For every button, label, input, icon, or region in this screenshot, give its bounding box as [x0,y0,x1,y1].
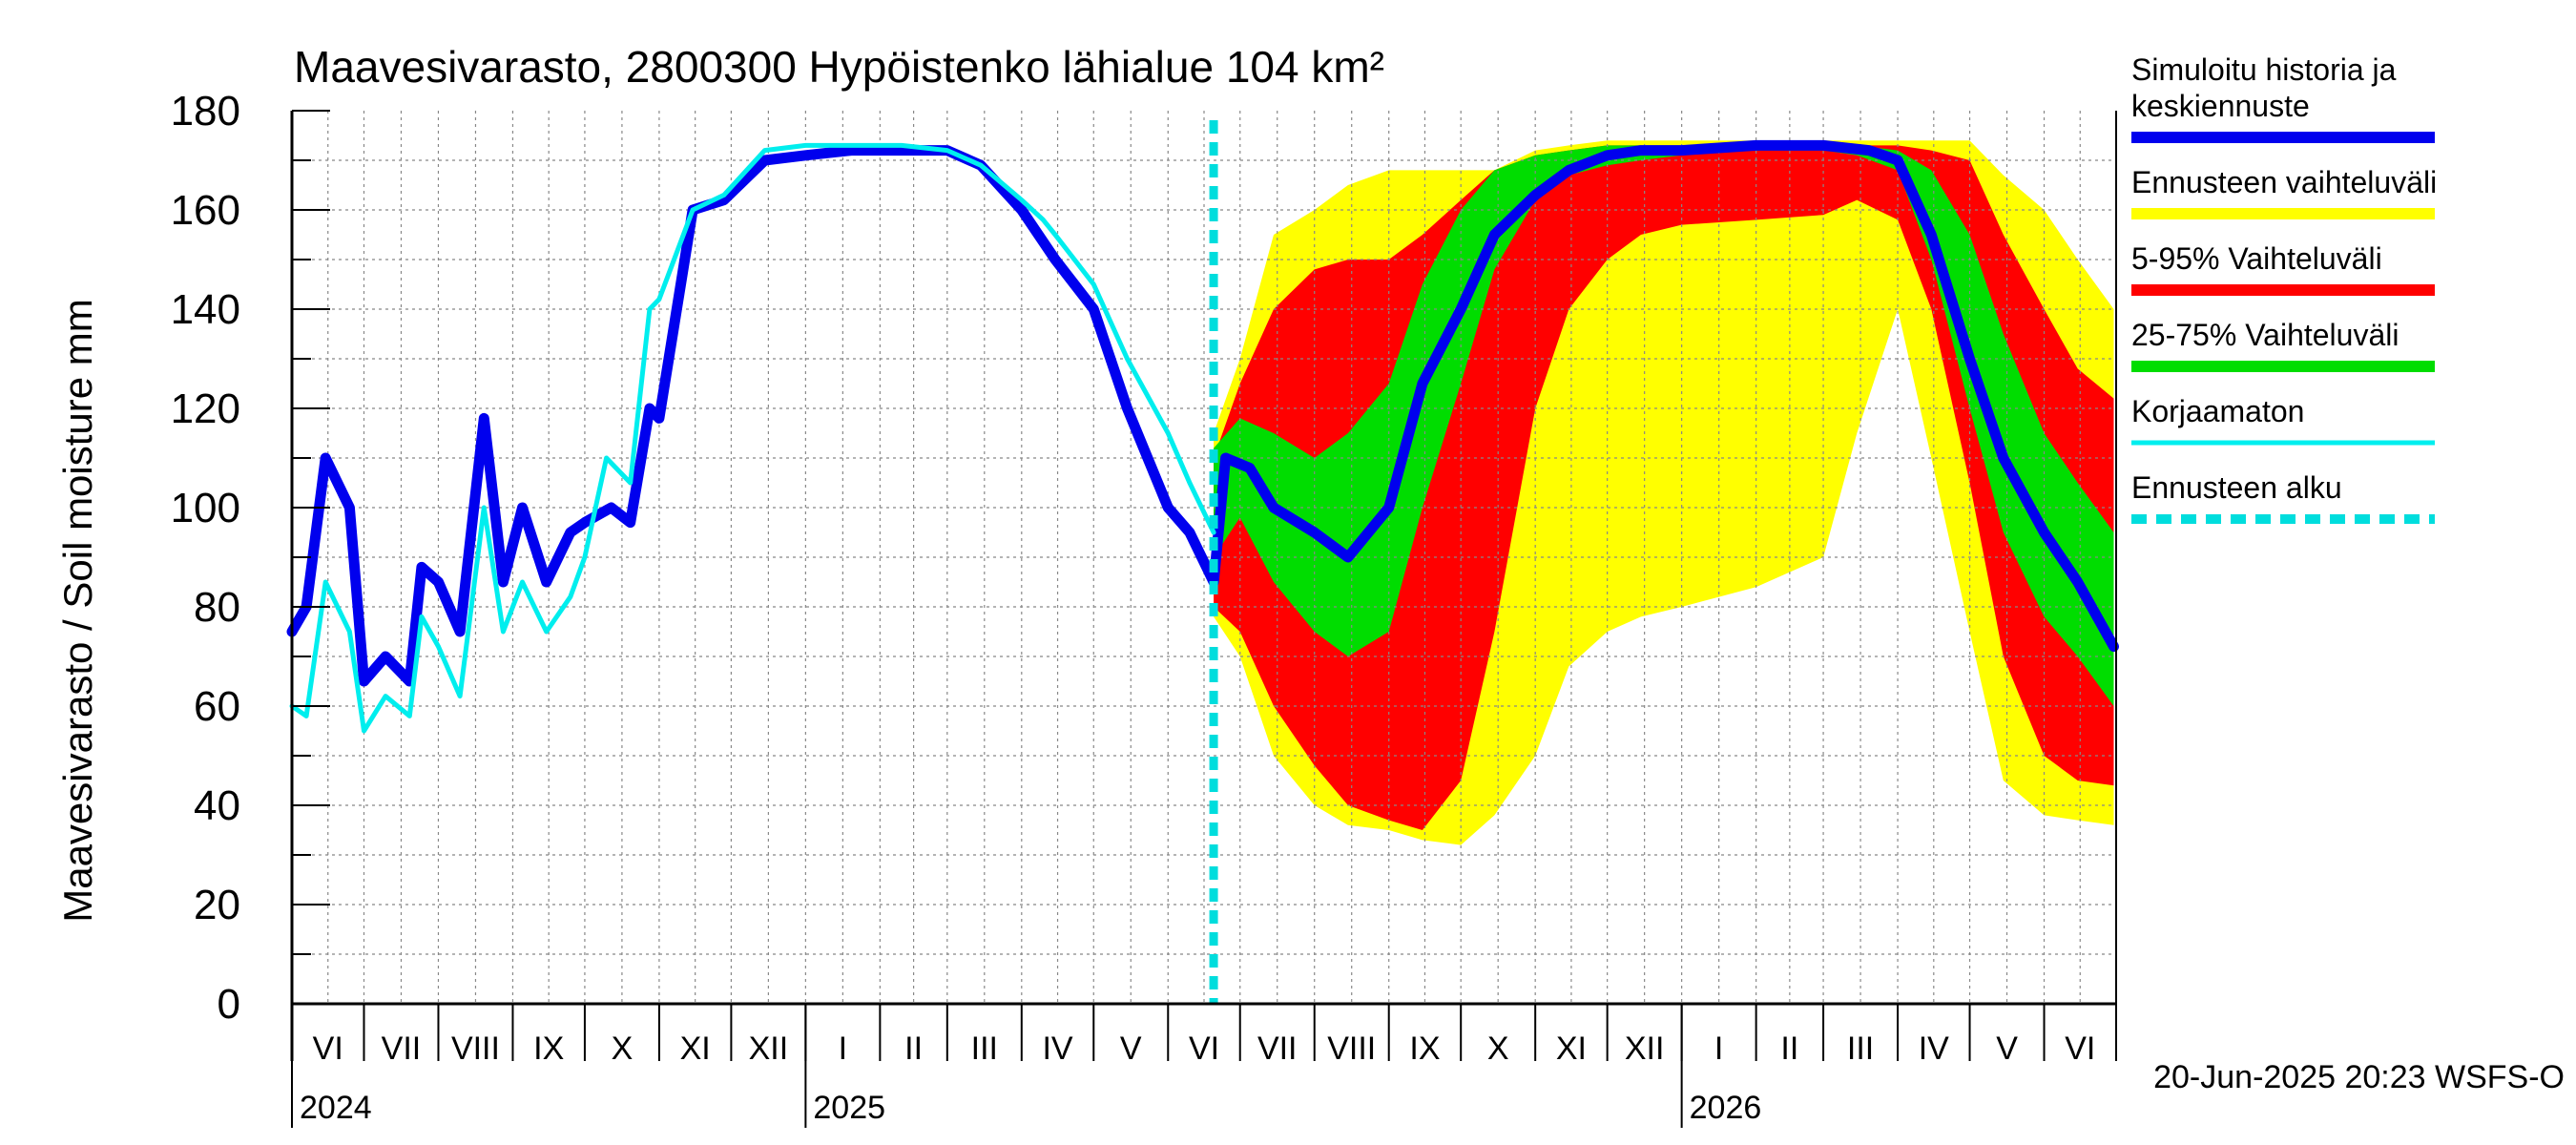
month-label: XII [749,1030,789,1067]
year-label: 2026 [1690,1090,1762,1126]
grid [292,111,2116,1004]
chart-title: Maavesivarasto, 2800300 Hypöistenko lähi… [294,42,1384,92]
legend-item: 5-95% Vaihteluväli [2131,241,2435,296]
y-tick-label: 0 [218,981,240,1028]
month-label: IX [533,1030,564,1067]
month-label: VI [313,1030,343,1067]
legend-label: Ennusteen alku [2131,470,2342,505]
legend-label: keskiennuste [2131,89,2310,123]
y-tick-label: 160 [171,187,240,234]
y-tick-label: 120 [171,385,240,432]
timestamp: 20-Jun-2025 20:23 WSFS-O [2153,1059,2565,1095]
month-label: XI [680,1030,711,1067]
legend-label: 25-75% Vaihteluväli [2131,318,2399,352]
month-label: IV [1042,1030,1072,1067]
axes [290,110,2117,1061]
legend-item: 25-75% Vaihteluväli [2131,318,2435,372]
y-tick-label: 80 [194,584,240,631]
month-label: I [839,1030,847,1067]
month-label: VII [1257,1030,1298,1067]
month-label: XII [1625,1030,1665,1067]
y-tick-label: 180 [171,88,240,135]
month-label: II [1780,1030,1798,1067]
month-label: VIII [451,1030,500,1067]
month-label: VIII [1327,1030,1376,1067]
month-label: IV [1919,1030,1949,1067]
series-line-0 [286,139,2119,687]
y-tick-label: 140 [171,286,240,333]
series-lines [286,139,2119,734]
x-month-labels: VI VII VIII IX X XI XII I II III IV V VI VII VIII IX X XI… [313,1030,2096,1067]
month-label: VI [1189,1030,1219,1067]
year-label: 2025 [813,1090,885,1126]
y-tick-label: 40 [194,782,240,829]
month-label: X [612,1030,634,1067]
x-year-labels: 2024 2025 2026 [291,1004,1762,1128]
band-2 [1214,145,2114,706]
legend-label: Ennusteen vaihteluväli [2131,165,2437,199]
month-label: VII [382,1030,422,1067]
month-label: III [1847,1030,1874,1067]
month-label: V [1996,1030,2018,1067]
y-tick-labels: 0 20 40 60 80 100 120 140 160 180 [171,88,240,1028]
legend-label: Korjaamaton [2131,394,2304,428]
month-label: IX [1409,1030,1440,1067]
month-label: II [904,1030,923,1067]
month-label: XI [1556,1030,1587,1067]
legend-label: 5-95% Vaihteluväli [2131,241,2382,276]
legend-item: Korjaamaton [2131,394,2435,446]
month-label: III [971,1030,998,1067]
month-label: VI [2065,1030,2095,1067]
legend-item: Ennusteen vaihteluväli [2131,165,2437,219]
month-label: X [1487,1030,1509,1067]
y-axis-label: Maavesivarasto / Soil moisture mm [55,299,100,923]
forecast-bands [1214,140,2114,845]
year-label: 2024 [300,1090,372,1126]
month-label: V [1120,1030,1142,1067]
y-tick-label: 60 [194,683,240,730]
legend-label: Simuloitu historia ja [2131,52,2397,87]
legend-item: Ennusteen alku [2131,470,2435,524]
month-label: I [1714,1030,1723,1067]
y-tick-label: 100 [171,485,240,531]
y-tick-label: 20 [194,882,240,928]
series-line-1 [289,142,1216,734]
